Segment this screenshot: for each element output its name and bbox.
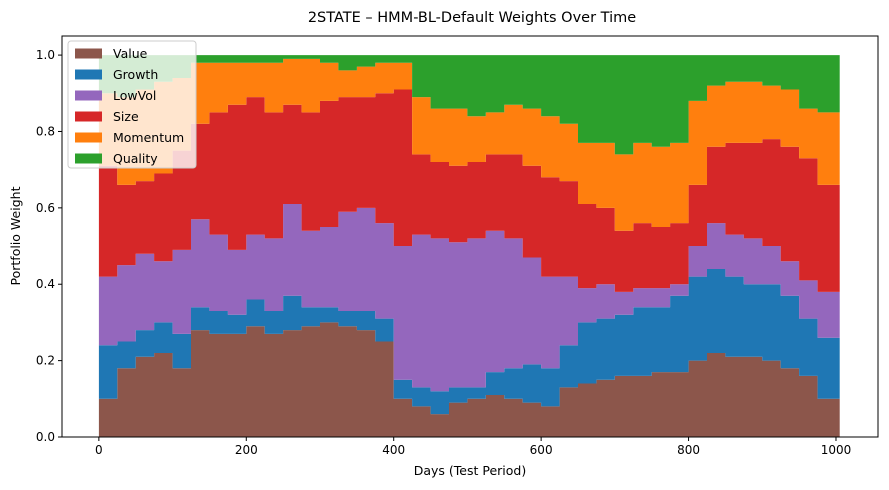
legend-swatch-quality bbox=[75, 153, 102, 164]
y-tick-label: 0.4 bbox=[36, 277, 55, 291]
x-tick-label: 0 bbox=[95, 443, 103, 457]
y-tick-label: 1.0 bbox=[36, 48, 55, 62]
x-tick-label: 200 bbox=[235, 443, 258, 457]
y-tick-label: 0.0 bbox=[36, 430, 55, 444]
area-value bbox=[98, 322, 840, 437]
area-lowvol bbox=[98, 204, 840, 392]
area-quality bbox=[98, 55, 840, 155]
x-axis-label: Days (Test Period) bbox=[414, 463, 527, 478]
legend-label-growth: Growth bbox=[113, 67, 158, 82]
x-tick-label: 600 bbox=[530, 443, 553, 457]
legend-swatch-lowvol bbox=[75, 90, 102, 101]
y-axis-ticks: 0.0 0.2 0.4 0.6 0.8 1.0 bbox=[36, 48, 62, 444]
area-momentum bbox=[98, 58, 840, 231]
legend: Value Growth LowVol Size Momentum Quality bbox=[67, 40, 197, 169]
x-axis-ticks: 0 200 400 600 800 1000 bbox=[95, 437, 851, 457]
plot-frame bbox=[61, 35, 879, 438]
legend-label-size: Size bbox=[113, 109, 139, 124]
legend-swatch-growth bbox=[75, 69, 102, 80]
legend-swatch-momentum bbox=[75, 132, 102, 143]
x-tick-label: 1000 bbox=[821, 443, 852, 457]
area-layers bbox=[98, 55, 840, 437]
y-axis-label: Portfolio Weight bbox=[8, 186, 23, 285]
legend-swatch-value bbox=[75, 48, 102, 59]
area-growth bbox=[98, 269, 840, 415]
area-size bbox=[98, 89, 840, 292]
y-tick-label: 0.2 bbox=[36, 354, 55, 368]
legend-label-momentum: Momentum bbox=[113, 130, 184, 145]
x-tick-label: 400 bbox=[382, 443, 405, 457]
legend-label-quality: Quality bbox=[113, 151, 158, 166]
y-tick-label: 0.6 bbox=[36, 201, 55, 215]
chart-title: 2STATE – HMM-BL-Default Weights Over Tim… bbox=[308, 10, 636, 26]
legend-swatch-size bbox=[75, 111, 102, 122]
legend-label-value: Value bbox=[113, 46, 148, 61]
legend-label-lowvol: LowVol bbox=[113, 88, 156, 103]
x-tick-label: 800 bbox=[677, 443, 700, 457]
y-tick-label: 0.8 bbox=[36, 124, 55, 138]
